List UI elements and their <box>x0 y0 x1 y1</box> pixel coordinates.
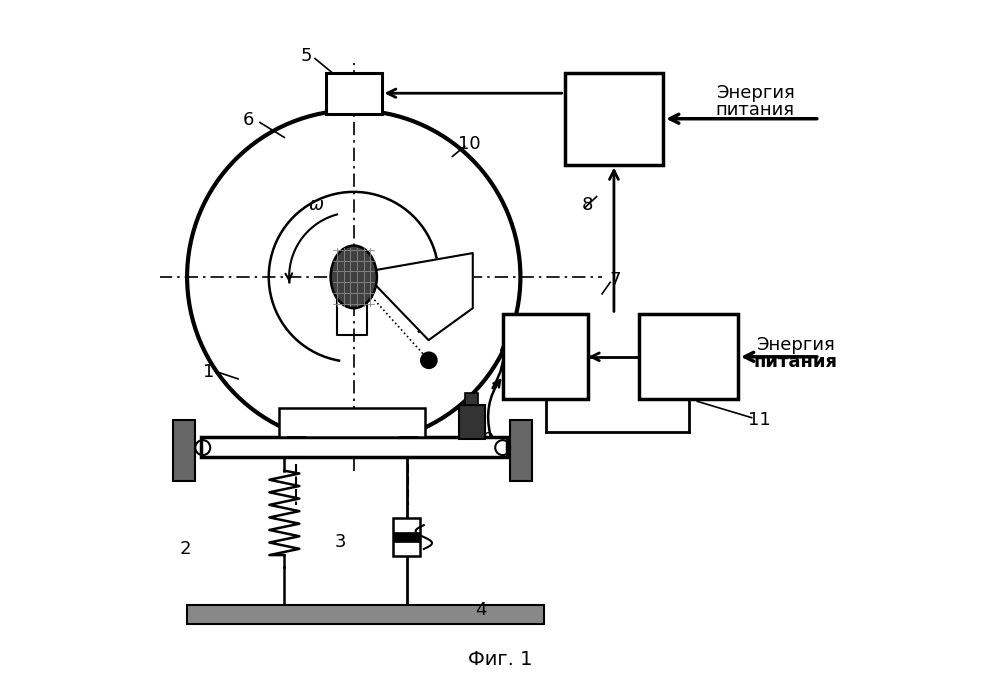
Bar <box>393 518 420 556</box>
Text: Энергия: Энергия <box>716 84 794 102</box>
Text: ууд: ууд <box>664 345 714 369</box>
Text: питания: питания <box>754 353 838 371</box>
Text: 10: 10 <box>458 135 481 153</box>
Bar <box>326 73 382 113</box>
Bar <box>639 314 738 400</box>
Bar <box>393 532 420 542</box>
Text: Фиг. 1: Фиг. 1 <box>468 650 532 669</box>
Text: 7: 7 <box>610 271 621 290</box>
Polygon shape <box>376 253 473 340</box>
Text: Энергия: Энергия <box>757 336 835 354</box>
Circle shape <box>420 352 438 369</box>
Text: 9: 9 <box>483 431 494 449</box>
Bar <box>510 420 532 481</box>
Text: 1: 1 <box>203 363 215 381</box>
Bar <box>503 314 588 400</box>
Text: питания: питания <box>716 101 795 120</box>
Text: 8: 8 <box>581 197 593 214</box>
Text: 5: 5 <box>300 47 312 65</box>
Text: 3: 3 <box>334 533 346 551</box>
Ellipse shape <box>331 246 377 308</box>
Text: 4: 4 <box>475 601 487 619</box>
Text: БУ: БУ <box>528 345 564 369</box>
Bar <box>187 605 544 624</box>
Text: 6: 6 <box>243 111 254 129</box>
Bar <box>173 420 195 481</box>
Bar <box>201 436 507 457</box>
Text: 11: 11 <box>748 410 771 429</box>
Bar <box>565 73 663 165</box>
Bar <box>279 408 425 436</box>
Text: $\omega$: $\omega$ <box>308 197 324 214</box>
Text: 2: 2 <box>180 540 191 558</box>
Text: ууч: ууч <box>590 107 637 130</box>
Bar <box>465 393 478 405</box>
Bar <box>459 405 485 438</box>
